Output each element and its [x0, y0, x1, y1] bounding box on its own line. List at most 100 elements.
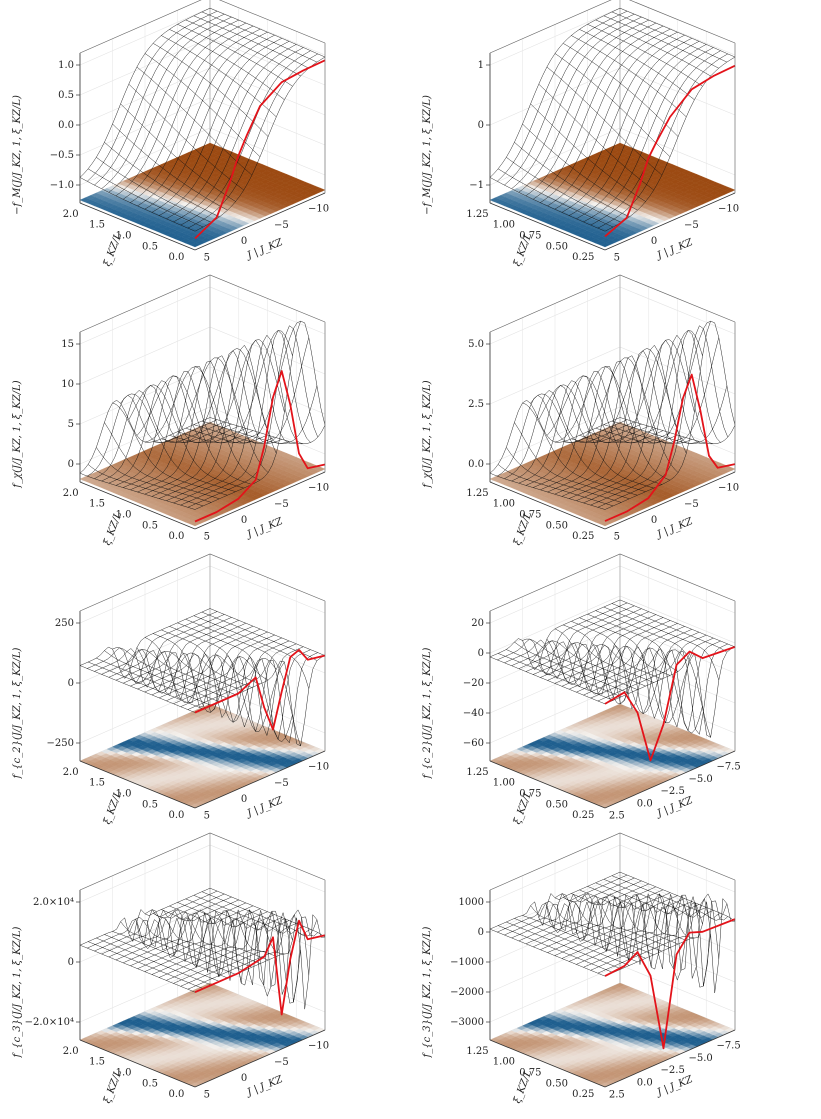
y-axis-line: [604, 471, 736, 530]
wire-line: [115, 375, 246, 486]
panel-0: d = 2−1.0−0.50.00.51.00.00.51.01.52.050−…: [0, 0, 410, 281]
wire-line: [101, 16, 232, 189]
x-axis-line: [79, 202, 196, 251]
wire-line: [603, 606, 720, 681]
z-tick-label: 0: [68, 459, 74, 470]
floor-heatmap: [79, 142, 326, 248]
wire-line: [115, 22, 247, 196]
surface-plot-5: d = 3−60−40−200200.250.500.751.001.252.5…: [422, 553, 741, 826]
z-tick-label: 5.0: [468, 339, 484, 350]
x-tick-label: 2.0: [63, 488, 79, 499]
x-axis-line: [489, 202, 606, 251]
x-tick-label: 2.0: [63, 767, 79, 778]
x-tick-label: 0.5: [142, 1078, 158, 1089]
wire-line: [169, 339, 285, 443]
wire-line: [497, 395, 628, 477]
x-tick-label: 1.0: [116, 510, 132, 521]
top-edge: [79, 0, 326, 54]
z-tick-label: 1: [478, 60, 484, 71]
wire-line: [604, 320, 736, 510]
wire-line: [177, 902, 293, 997]
wire-line: [108, 380, 239, 484]
wireframe-surface: [79, 887, 326, 1010]
y-tick-label: 0: [651, 236, 657, 247]
wireframe-surface: [79, 320, 326, 510]
y-tick-label: −5: [684, 499, 699, 510]
y-axis-line: [194, 192, 326, 251]
z-tick-label: 0: [68, 678, 74, 689]
wire-line: [193, 337, 310, 444]
x-axis-line: [489, 481, 606, 530]
wire-line: [209, 887, 326, 938]
y-tick-label: −7.5: [716, 762, 740, 773]
x-axis-line: [79, 1039, 196, 1088]
x-tick-label: 0.25: [572, 252, 594, 263]
z-tick-label: −1: [469, 180, 484, 191]
wire-line: [611, 603, 728, 653]
z-tick-label: 2.5: [468, 399, 484, 410]
wire-line: [619, 599, 736, 648]
wire-line: [101, 385, 232, 482]
wire-line: [554, 628, 671, 695]
z-tick-label: 15: [61, 339, 74, 350]
surface-plot-3: d = 30.02.55.00.250.500.751.001.2550−5−1…: [422, 274, 739, 547]
y-tick-label: 5: [204, 253, 210, 264]
floor-cell: [724, 187, 736, 193]
x-tick-label: 0.25: [572, 531, 594, 542]
y-axis-line: [194, 471, 326, 530]
z-tick-label: −250: [47, 738, 74, 749]
red-curve: [194, 649, 326, 731]
y-tick-label: 5: [204, 1090, 210, 1101]
wire-line: [540, 28, 671, 203]
z-axis-label: f_{c_3}(J/J_KZ, 1, ξ_KZ/L): [12, 926, 23, 1058]
wire-line: [161, 348, 277, 454]
wire-line: [595, 320, 711, 444]
wire-line: [177, 330, 293, 444]
wire-line: [209, 7, 326, 58]
wire-line: [177, 24, 293, 87]
z-tick-label: 0.0: [468, 459, 484, 470]
wire-line: [153, 633, 269, 713]
wire-line: [571, 348, 687, 454]
y-tick-label: −10: [718, 204, 739, 215]
x-axis-line: [79, 760, 196, 809]
z-tick-label: −0.5: [50, 150, 74, 161]
y-tick-label: 5: [614, 253, 620, 264]
x-tick-label: 0.0: [168, 810, 184, 821]
x-axis-label: ξ_KZ/L: [512, 789, 534, 826]
y-axis-label: J | J_KZ: [244, 795, 285, 820]
z-tick-label: 20: [471, 618, 484, 629]
x-tick-label: 1.5: [89, 1057, 105, 1068]
z-axis-label: f_χ(J/J_KZ, 1, ξ_KZ/L): [422, 380, 433, 488]
y-axis-label: J | J_KZ: [654, 516, 695, 541]
wire-line: [489, 656, 606, 705]
x-tick-label: 0.50: [546, 520, 568, 531]
x-tick-label: 1.0: [116, 789, 132, 800]
surface-plot-6: d = 2−2.0×10⁴02.0×10⁴0.00.51.01.52.050−5…: [12, 832, 329, 1105]
x-axis-label: ξ_KZ/L: [512, 231, 534, 268]
wire-line: [152, 909, 269, 968]
x-tick-label: 1.0: [116, 231, 132, 242]
wire-line: [153, 357, 269, 473]
wire-line: [87, 395, 218, 477]
wire-line: [563, 357, 679, 473]
surface-plot-4: d = 2−25002500.00.51.01.52.050−5−10f_{c_…: [12, 553, 329, 826]
wire-line: [571, 621, 687, 714]
floor-heatmap: [489, 421, 736, 527]
wire-line: [161, 35, 277, 118]
y-tick-label: 0: [241, 515, 247, 526]
wire-line: [185, 898, 301, 1004]
wireframe-surface: [489, 320, 736, 510]
surface-plot-2: d = 20510150.00.51.01.52.050−5−10f_χ(J/J…: [12, 274, 329, 547]
wire-line: [94, 390, 225, 479]
wire-line: [209, 417, 326, 445]
x-axis-line: [489, 760, 606, 809]
red-curve: [194, 59, 326, 240]
wire-line: [619, 417, 736, 445]
wireframe-surface: [79, 608, 326, 747]
y-tick-label: −5.0: [689, 774, 713, 785]
y-tick-label: 0: [651, 515, 657, 526]
y-tick-label: −5: [274, 778, 289, 789]
panel-2: d = 20510150.00.51.01.52.050−5−10f_χ(J/J…: [0, 274, 410, 560]
z-axis-label: f_{c_2}(J/J_KZ, 1, ξ_KZ/L): [12, 647, 23, 779]
